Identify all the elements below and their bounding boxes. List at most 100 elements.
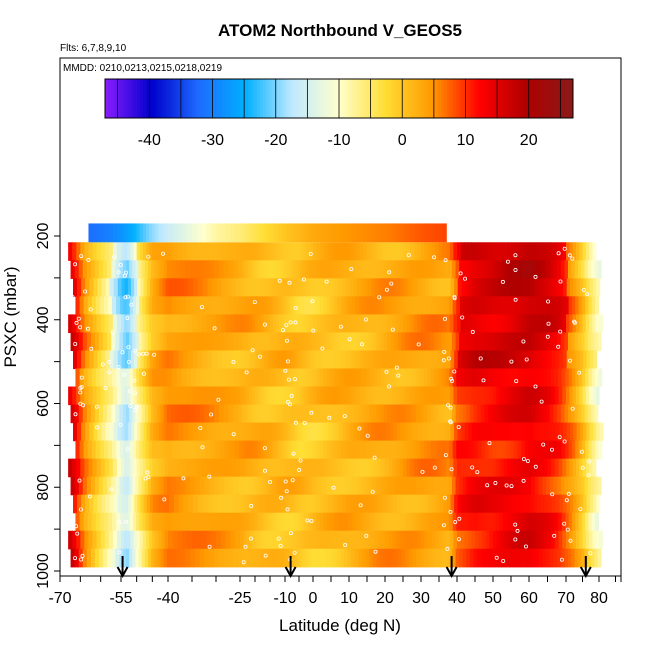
heat-cell — [547, 458, 552, 478]
heat-cell — [427, 296, 432, 315]
colorbar-segment — [447, 79, 451, 118]
heat-cell — [464, 278, 470, 297]
heat-cell — [406, 386, 411, 406]
heat-cell — [549, 476, 555, 496]
heat-cell-upper — [316, 223, 321, 243]
heat-cell — [164, 458, 169, 478]
heat-cell — [342, 350, 347, 370]
heat-cell — [463, 440, 468, 460]
heat-cell — [112, 512, 117, 532]
heat-cell — [577, 260, 582, 279]
heat-cell — [540, 386, 545, 406]
heat-cell — [491, 476, 496, 496]
heat-cell — [112, 296, 117, 315]
heat-cell — [424, 386, 429, 406]
heat-cell — [134, 494, 138, 514]
colorbar-segment — [374, 79, 378, 118]
heat-cell-upper — [161, 223, 166, 243]
heat-cell — [316, 458, 321, 478]
heat-cell — [82, 332, 88, 352]
heat-cell — [495, 512, 501, 532]
heat-cell — [234, 368, 240, 388]
colorbar-segment — [175, 79, 179, 118]
heat-cell — [410, 242, 415, 261]
heat-cell — [365, 548, 370, 568]
heat-cell — [287, 386, 292, 406]
heat-cell — [459, 332, 464, 352]
heat-cell — [306, 368, 311, 388]
heat-cell — [515, 350, 520, 370]
heat-cell — [140, 422, 145, 442]
heat-cell — [223, 404, 230, 424]
heat-cell — [234, 440, 240, 460]
heat-cell — [278, 296, 282, 315]
heat-cell — [93, 494, 99, 514]
heat-cell — [496, 458, 501, 478]
heat-cell — [358, 548, 363, 568]
heat-cell — [113, 422, 119, 442]
heat-cell — [259, 332, 264, 352]
heat-cell — [288, 278, 292, 297]
heat-cell — [142, 530, 147, 550]
heat-cell — [326, 296, 331, 315]
observation-point — [462, 276, 467, 281]
heat-cell — [107, 296, 113, 315]
heat-cell — [146, 242, 150, 261]
heat-cell — [381, 386, 386, 406]
observation-point — [231, 432, 236, 437]
heat-cell — [524, 512, 529, 532]
heat-cell — [562, 314, 567, 334]
heat-cell — [168, 314, 174, 334]
heat-cell — [105, 422, 111, 442]
heat-cell — [87, 440, 93, 460]
heat-cell — [553, 548, 558, 568]
heat-cell — [132, 368, 137, 388]
heat-cell — [240, 494, 245, 514]
heat-cell — [292, 296, 297, 315]
heat-cell — [155, 530, 160, 550]
heat-cell — [372, 476, 377, 496]
heat-cell — [597, 548, 602, 568]
heat-cell — [77, 422, 82, 442]
heat-cell — [231, 278, 237, 297]
heat-cell — [267, 350, 272, 370]
heat-cell — [370, 386, 375, 406]
heat-cell — [353, 350, 358, 370]
heat-cell — [503, 242, 508, 261]
heat-cell — [120, 368, 125, 388]
heat-cell — [105, 494, 111, 514]
heat-cell — [123, 296, 128, 315]
heat-cell — [109, 494, 115, 514]
heat-cell — [520, 404, 525, 424]
heat-cell — [589, 530, 593, 550]
heat-cell — [351, 332, 356, 352]
observation-point — [364, 533, 369, 538]
observation-point — [347, 337, 352, 342]
heat-cell-upper — [439, 223, 444, 243]
heat-cell — [378, 278, 383, 297]
heat-cell — [544, 422, 549, 442]
observation-point — [338, 324, 343, 329]
heat-cell — [306, 260, 310, 279]
heat-cell — [496, 314, 501, 334]
heat-cell — [216, 278, 223, 297]
heat-cell — [171, 512, 178, 532]
heat-cell — [473, 548, 478, 568]
observation-point — [331, 485, 336, 490]
heat-cell — [228, 332, 234, 352]
heat-cell — [326, 368, 331, 388]
heat-cell — [256, 260, 261, 279]
heat-cell — [159, 350, 163, 370]
heat-cell — [267, 458, 271, 478]
heat-cell — [355, 440, 360, 460]
heat-cell — [508, 350, 513, 370]
heat-cell — [564, 260, 569, 279]
heat-cell — [377, 458, 382, 478]
heat-cell — [210, 296, 216, 315]
heat-cell — [578, 296, 583, 315]
heat-cell — [296, 458, 300, 478]
heat-cell — [531, 332, 536, 352]
heat-cell — [455, 404, 460, 424]
heat-cell — [468, 278, 473, 297]
heat-cell — [592, 242, 597, 261]
